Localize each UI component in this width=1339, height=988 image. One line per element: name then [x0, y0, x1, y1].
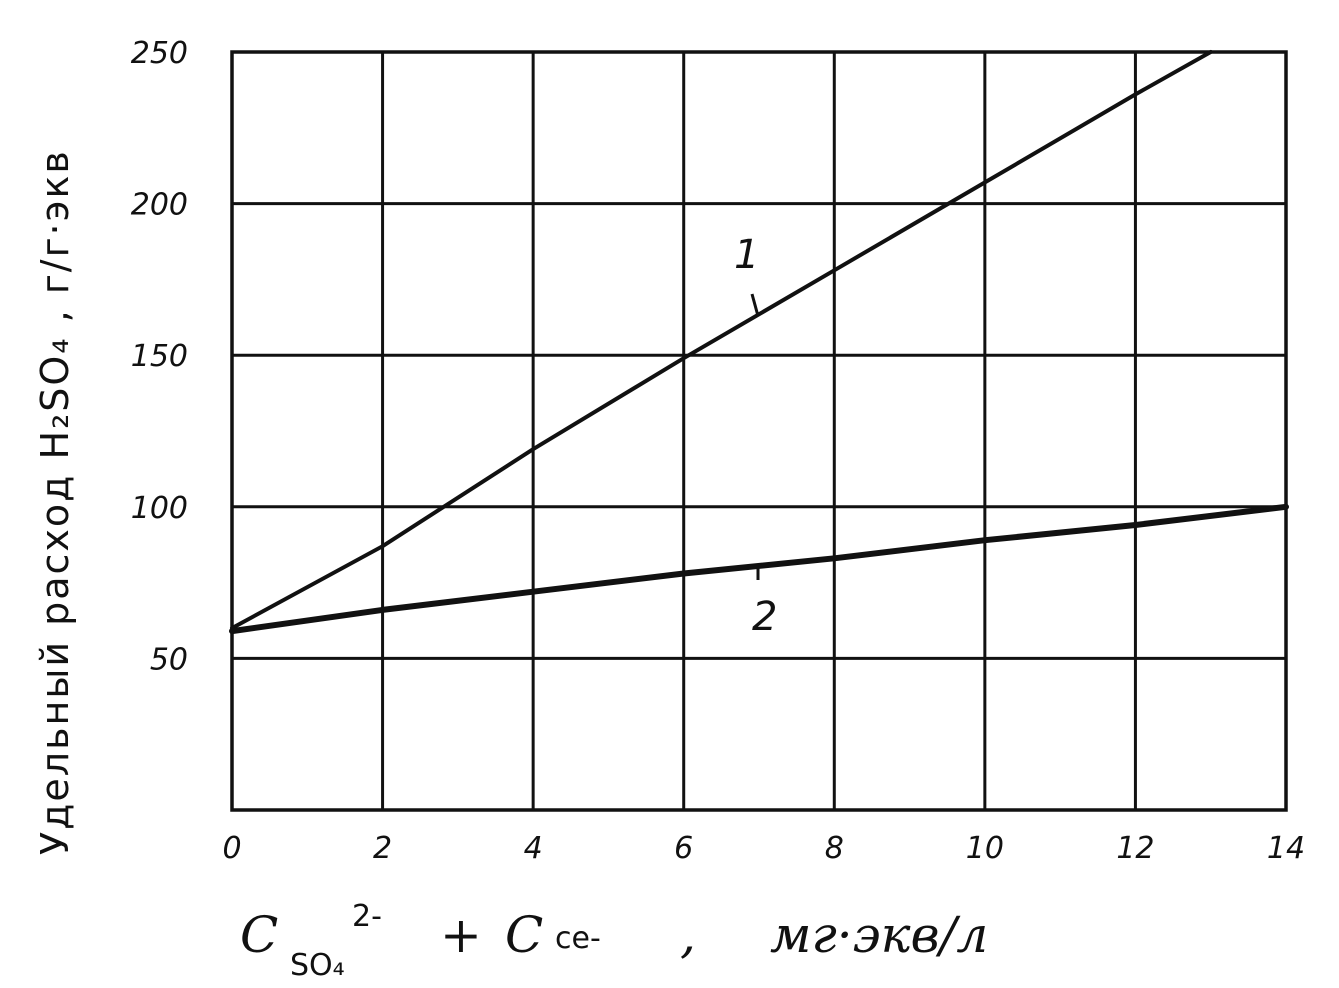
x-axis-label: C SO₄ 2- + C ce- , мг·экв/л	[240, 899, 988, 983]
x-tick-label-0: 0	[222, 831, 241, 866]
series-line-1	[230, 50, 1213, 631]
series-group	[229, 50, 1289, 635]
y-axis-label: Удельный расход H₂SO₄ , г/г·экв	[33, 149, 77, 855]
x-label-sup1: 2-	[352, 899, 382, 934]
grid-lines	[232, 52, 1286, 810]
y-tick-label-150: 150	[131, 339, 188, 374]
x-label-c2: C	[505, 906, 543, 964]
y-tick-label-100: 100	[131, 491, 188, 526]
plot-frame	[230, 50, 1288, 812]
x-label-units: мг·экв/л	[770, 906, 988, 964]
x-label-c1: C	[240, 906, 278, 964]
x-tick-labels: 0 2 4 6 8 10 12 14	[222, 831, 1305, 866]
x-tick-label-4: 4	[524, 831, 543, 866]
series-label-2: 2	[752, 594, 777, 640]
x-tick-label-6: 6	[674, 831, 693, 866]
y-tick-label-200: 200	[131, 188, 188, 223]
x-tick-label-2: 2	[373, 831, 392, 866]
x-label-sub1: SO₄	[290, 948, 345, 983]
x-tick-label-8: 8	[825, 831, 844, 866]
x-label-plus: +	[440, 906, 482, 964]
y-tick-label-50: 50	[150, 642, 188, 677]
series-line-2	[229, 503, 1289, 635]
series-label-1-leader	[750, 293, 760, 317]
x-tick-label-12: 12	[1116, 831, 1154, 866]
y-tick-label-250: 250	[131, 36, 188, 71]
x-tick-label-14: 14	[1267, 831, 1305, 866]
y-tick-labels: 50 100 150 200 250	[131, 36, 188, 677]
x-tick-label-10: 10	[966, 831, 1004, 866]
series-label-1: 1	[734, 232, 759, 278]
x-label-sub2: ce-	[555, 921, 601, 956]
x-label-sep: ,	[680, 906, 696, 964]
